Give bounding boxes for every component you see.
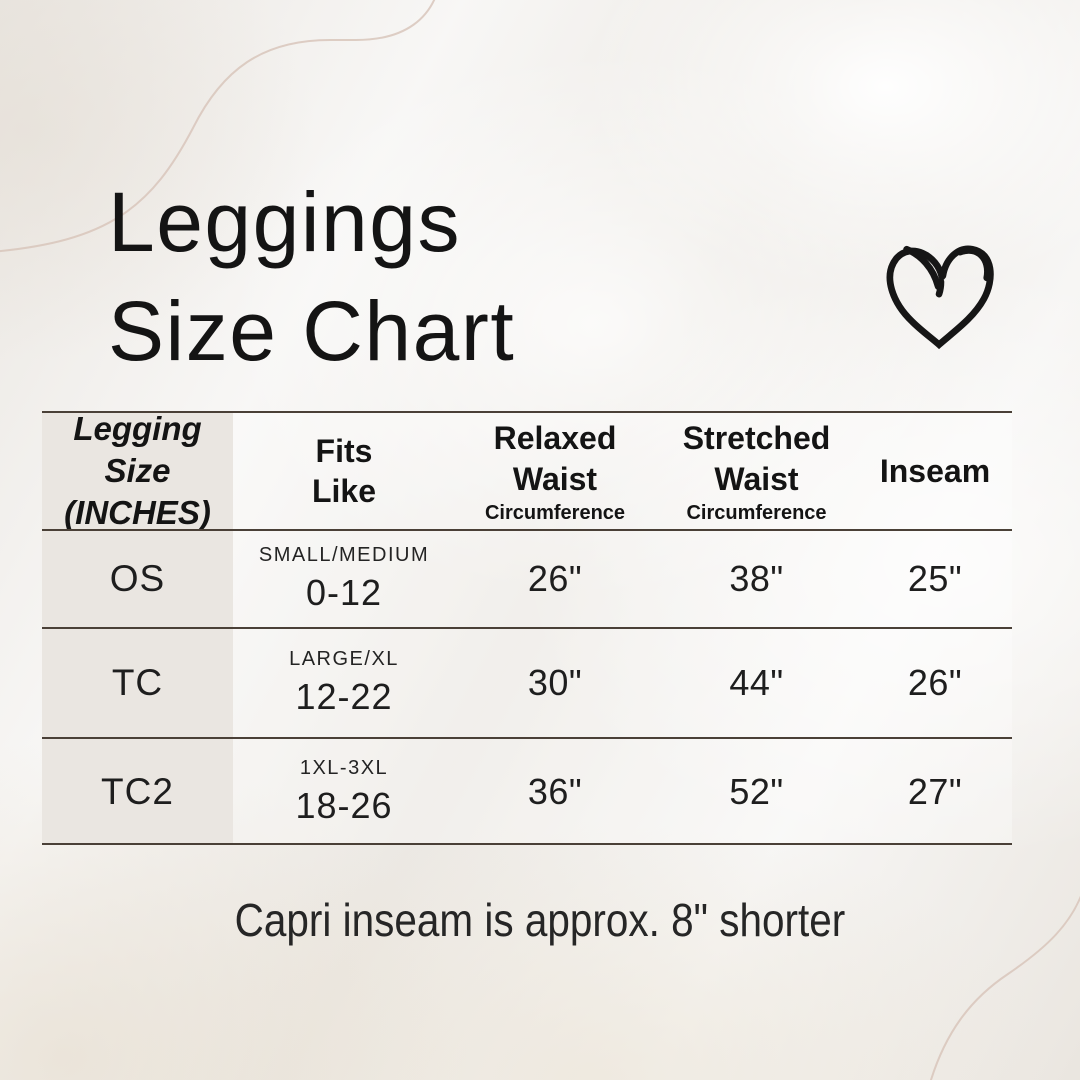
fits-like-label: 1XL-3XL — [299, 756, 389, 779]
fits-like-label: LARGE/XL — [289, 648, 399, 670]
col-header-fits-like: Fits Like — [233, 412, 455, 530]
col-header-line: Stretched — [682, 420, 831, 457]
cell-relaxed-tc: 30" — [527, 662, 583, 703]
col-header-line: Legging Size — [73, 409, 202, 489]
col-header-line: Fits — [315, 432, 373, 469]
cell-inseam-tc2: 27" — [907, 770, 963, 812]
fits-like-range: 18-26 — [295, 784, 393, 826]
cell-stretched-tc: 44" — [729, 662, 784, 703]
fits-like-label: SMALL/MEDIUM — [258, 544, 430, 566]
col-header-subline: Circumference — [686, 501, 827, 524]
col-header-stretched-waist: Stretched Waist Circumference — [655, 412, 858, 530]
cell-inseam-os: 25" — [907, 558, 963, 599]
col-header-line: Like — [311, 473, 377, 509]
col-header-line: (INCHES) — [64, 494, 211, 532]
cell-fits-like-tc: LARGE/XL 12-22 — [233, 628, 455, 738]
table-divider-row1 — [42, 627, 1012, 629]
col-header-line: Waist — [512, 460, 598, 497]
col-header-line: Inseam — [879, 452, 991, 489]
cell-stretched-tc2: 52" — [729, 770, 784, 812]
table-divider-top — [42, 411, 1012, 413]
cell-size-tc: TC — [111, 662, 164, 703]
title-line-1: Leggings — [108, 175, 461, 269]
col-header-line: Relaxed — [493, 420, 617, 457]
page-title: Leggings Size Chart — [108, 168, 515, 386]
table-divider-header — [42, 529, 1012, 531]
cell-relaxed-tc2: 36" — [527, 770, 583, 812]
col-header-inseam: Inseam — [858, 412, 1012, 530]
cell-inseam-tc: 26" — [907, 662, 963, 703]
footer-note: Capri inseam is approx. 8" shorter — [0, 893, 1080, 947]
cell-size-tc2: TC2 — [101, 770, 174, 812]
table-divider-row2 — [42, 737, 1012, 739]
col-header-relaxed-waist: Relaxed Waist Circumference — [455, 412, 655, 530]
footer-note-text: Capri inseam is approx. 8" shorter — [234, 894, 846, 946]
cell-fits-like-tc2: 1XL-3XL 18-26 — [233, 738, 455, 845]
table-cells: Legging Size (INCHES) Fits Like Relaxed … — [42, 410, 1012, 845]
cell-size-os: OS — [109, 558, 166, 599]
col-header-subline: Circumference — [484, 501, 626, 524]
cell-fits-like-os: SMALL/MEDIUM 0-12 — [233, 530, 455, 628]
table-divider-bottom — [42, 843, 1012, 845]
cell-relaxed-os: 26" — [527, 558, 583, 599]
heart-doodle-dip-stroke — [935, 278, 945, 298]
size-chart-table: Legging Size (INCHES) Fits Like Relaxed … — [42, 410, 1012, 845]
heart-doodle-left-stroke — [903, 245, 942, 290]
fits-like-range: 12-22 — [295, 676, 393, 717]
heart-doodle-right-stroke — [956, 247, 991, 282]
title-line-2: Size Chart — [108, 284, 516, 379]
heart-icon — [886, 245, 994, 350]
col-header-line: Waist — [714, 460, 799, 497]
fits-like-range: 0-12 — [305, 572, 383, 613]
cell-stretched-os: 38" — [729, 558, 784, 599]
col-header-legging-size: Legging Size (INCHES) — [42, 410, 233, 531]
